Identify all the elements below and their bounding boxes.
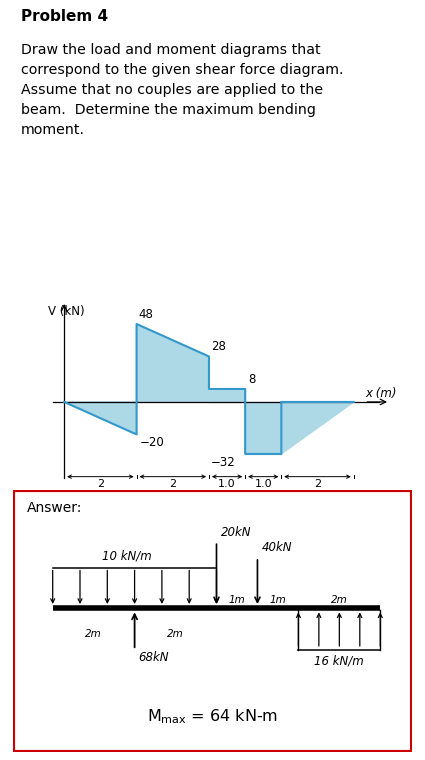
- Text: Draw the load and moment diagrams that
correspond to the given shear force diagr: Draw the load and moment diagrams that c…: [21, 43, 344, 137]
- Text: 1.0: 1.0: [255, 479, 272, 489]
- Text: 8: 8: [248, 372, 255, 386]
- Text: −20: −20: [140, 436, 165, 449]
- Text: 2: 2: [169, 479, 176, 489]
- Text: 1m: 1m: [269, 595, 286, 605]
- Text: Answer:: Answer:: [27, 501, 82, 515]
- Text: 48: 48: [139, 308, 153, 321]
- Text: 10 kN/m: 10 kN/m: [102, 549, 151, 563]
- Text: 2m: 2m: [331, 595, 348, 605]
- Text: Problem 4: Problem 4: [21, 9, 108, 24]
- Polygon shape: [209, 389, 245, 402]
- Text: 68kN: 68kN: [138, 651, 168, 664]
- Text: 2: 2: [97, 479, 104, 489]
- Text: 2: 2: [314, 479, 321, 489]
- Text: 28: 28: [211, 340, 226, 353]
- Text: 1.0: 1.0: [218, 479, 236, 489]
- Polygon shape: [281, 402, 354, 454]
- Text: V (kN): V (kN): [48, 305, 85, 318]
- Polygon shape: [136, 324, 209, 402]
- Text: 2m: 2m: [85, 629, 102, 639]
- Text: x (m): x (m): [366, 387, 397, 400]
- Text: −32: −32: [211, 455, 235, 469]
- Text: 40kN: 40kN: [262, 541, 293, 555]
- Text: 1m: 1m: [229, 595, 245, 605]
- Text: 2m: 2m: [167, 629, 184, 639]
- Polygon shape: [245, 402, 281, 454]
- Polygon shape: [64, 402, 136, 435]
- Text: 16 kN/m: 16 kN/m: [314, 654, 364, 667]
- Text: $\mathdefault{M}_{\mathdefault{max}}$ = 64 kN-m: $\mathdefault{M}_{\mathdefault{max}}$ = …: [147, 708, 278, 727]
- Text: 20kN: 20kN: [221, 526, 252, 539]
